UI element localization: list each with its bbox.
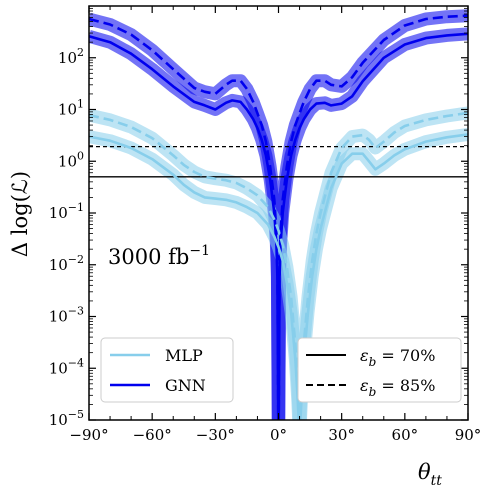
y-tick-label: 10−1 — [49, 201, 84, 222]
y-tick-label: 100 — [58, 149, 84, 170]
x-axis-label: θtt — [418, 460, 442, 489]
legend-mlp-label: MLP — [165, 346, 203, 365]
legend-efficiency: εb = 70% εb = 85% — [297, 337, 462, 403]
gnn-70-line — [89, 32, 468, 420]
x-tick-label: −90° — [69, 426, 108, 444]
luminosity-annotation: 3000 fb−1 — [108, 243, 210, 269]
x-tick-label: 60° — [392, 426, 419, 444]
legend-eff70-label: εb = 70% — [360, 346, 435, 369]
legend-gnn-label: GNN — [165, 376, 206, 395]
legend-models: MLP GNN — [100, 337, 234, 403]
y-tick-label: 10−3 — [49, 305, 84, 326]
x-tick-label: −60° — [133, 426, 172, 444]
y-axis-label: Δ log(ℒ) — [8, 171, 32, 257]
x-axis-ticks: −90° −60° −30° 0° 30° 60° 90° — [69, 6, 481, 444]
x-tick-label: 0° — [270, 426, 287, 444]
y-tick-label: 10−2 — [49, 253, 84, 274]
reference-lines — [89, 145, 468, 178]
y-tick-label: 102 — [58, 46, 84, 67]
x-tick-label: −30° — [196, 426, 235, 444]
gnn-85-line — [89, 14, 468, 420]
y-tick-label: 10−4 — [49, 356, 84, 377]
x-tick-label: 30° — [328, 426, 355, 444]
y-tick-label: 101 — [58, 98, 84, 119]
legend-eff85-label: εb = 85% — [360, 376, 435, 399]
x-tick-label: 90° — [455, 426, 482, 444]
